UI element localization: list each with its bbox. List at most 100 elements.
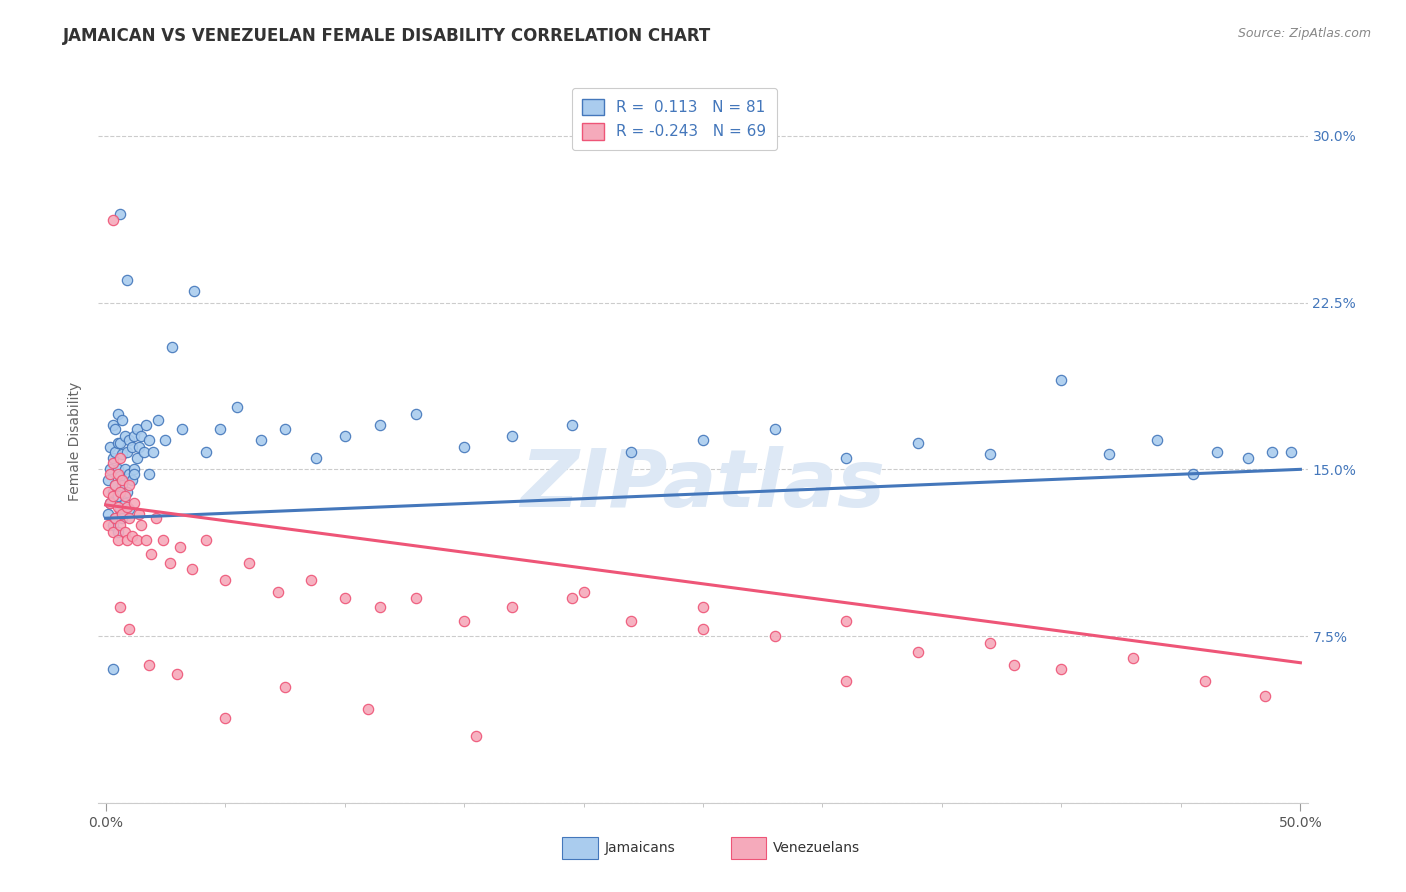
Point	[620, 614, 643, 628]
Point	[572, 584, 595, 599]
Point	[250, 434, 273, 448]
Point	[194, 444, 217, 458]
Point	[501, 600, 523, 615]
Point	[357, 702, 380, 716]
Point	[107, 524, 129, 539]
Point	[107, 489, 129, 503]
Point	[1279, 444, 1302, 458]
Point	[118, 502, 141, 516]
Point	[108, 484, 131, 499]
Point	[98, 462, 121, 476]
Point	[166, 666, 188, 681]
Point	[111, 507, 134, 521]
Point	[370, 417, 392, 432]
Point	[118, 478, 141, 492]
Point	[111, 474, 134, 488]
Point	[104, 444, 127, 458]
Point	[238, 556, 260, 570]
Text: ZIPatlas: ZIPatlas	[520, 446, 886, 524]
Point	[1205, 444, 1227, 458]
Point	[118, 434, 141, 448]
Point	[118, 511, 141, 525]
Point	[107, 435, 129, 450]
Point	[104, 511, 127, 525]
Point	[118, 467, 141, 481]
Point	[121, 474, 143, 488]
Point	[98, 467, 121, 481]
Point	[115, 533, 138, 548]
Point	[835, 451, 858, 466]
Point	[907, 645, 929, 659]
Point	[162, 340, 184, 354]
Text: Source: ZipAtlas.com: Source: ZipAtlas.com	[1237, 27, 1371, 40]
Point	[122, 429, 145, 443]
Point	[131, 517, 153, 532]
Point	[692, 623, 714, 637]
Point	[274, 680, 297, 694]
Point	[561, 591, 583, 606]
Point	[266, 584, 288, 599]
Point	[118, 623, 141, 637]
Point	[115, 273, 138, 287]
Point	[835, 673, 858, 688]
Point	[139, 547, 162, 561]
Point	[979, 447, 1001, 461]
Point	[111, 511, 134, 525]
Point	[104, 478, 127, 492]
Point	[1098, 447, 1121, 461]
Point	[114, 496, 136, 510]
Y-axis label: Female Disability: Female Disability	[69, 382, 83, 501]
Point	[142, 444, 165, 458]
Point	[170, 422, 193, 436]
Point	[194, 533, 217, 548]
Point	[226, 400, 249, 414]
Point	[145, 511, 167, 525]
Point	[128, 507, 150, 521]
Point	[620, 444, 643, 458]
Point	[405, 407, 427, 421]
Point	[98, 496, 121, 510]
Point	[104, 422, 127, 436]
Point	[214, 574, 236, 588]
Point	[1050, 373, 1073, 387]
Point	[115, 484, 138, 499]
Point	[107, 467, 129, 481]
Point	[101, 662, 124, 676]
Point	[114, 429, 136, 443]
Point	[111, 478, 134, 492]
Point	[1181, 467, 1204, 481]
Point	[101, 524, 124, 539]
Point	[763, 422, 786, 436]
Point	[108, 451, 131, 466]
Point	[97, 484, 120, 499]
Point	[370, 600, 392, 615]
Point	[979, 636, 1001, 650]
Point	[138, 434, 160, 448]
Point	[122, 467, 145, 481]
Point	[763, 629, 786, 643]
Point	[561, 417, 583, 432]
Point	[101, 213, 124, 227]
Point	[214, 711, 236, 725]
Text: Venezuelans: Venezuelans	[773, 841, 860, 855]
Point	[97, 517, 120, 532]
Point	[501, 429, 523, 443]
Point	[453, 614, 475, 628]
Point	[1253, 689, 1275, 703]
Point	[122, 462, 145, 476]
Point	[108, 600, 131, 615]
Point	[1002, 657, 1025, 672]
Point	[1237, 451, 1260, 466]
Point	[180, 562, 202, 576]
Point	[97, 507, 120, 521]
Point	[101, 517, 124, 532]
Point	[115, 500, 138, 515]
Point	[135, 417, 157, 432]
Point	[101, 489, 124, 503]
Point	[131, 429, 153, 443]
Point	[125, 422, 148, 436]
Text: JAMAICAN VS VENEZUELAN FEMALE DISABILITY CORRELATION CHART: JAMAICAN VS VENEZUELAN FEMALE DISABILITY…	[63, 27, 711, 45]
Point	[108, 502, 131, 516]
Point	[152, 533, 174, 548]
Point	[135, 533, 157, 548]
